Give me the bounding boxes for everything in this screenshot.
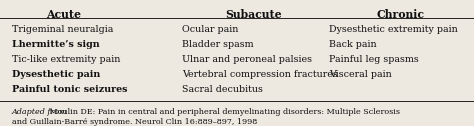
Text: Chronic: Chronic <box>376 9 425 20</box>
Text: Ulnar and peroneal palsies: Ulnar and peroneal palsies <box>182 55 312 64</box>
Text: Back pain: Back pain <box>329 40 377 49</box>
Text: Moulin DE: Pain in central and peripheral demyelinating disorders: Multiple Scle: Moulin DE: Pain in central and periphera… <box>47 108 401 116</box>
Text: Subacute: Subacute <box>225 9 282 20</box>
Text: Painful leg spasms: Painful leg spasms <box>329 55 419 64</box>
Text: Acute: Acute <box>46 9 82 20</box>
Text: Painful tonic seizures: Painful tonic seizures <box>12 85 128 94</box>
Text: Bladder spasm: Bladder spasm <box>182 40 254 49</box>
Text: Vertebral compression fractures: Vertebral compression fractures <box>182 70 338 79</box>
Text: Dysesthetic extremity pain: Dysesthetic extremity pain <box>329 25 458 34</box>
Text: and Guillain-Barré syndrome. Neurol Clin 16:889–897, 1998: and Guillain-Barré syndrome. Neurol Clin… <box>12 118 257 126</box>
Text: Tic-like extremity pain: Tic-like extremity pain <box>12 55 120 64</box>
Text: Sacral decubitus: Sacral decubitus <box>182 85 264 94</box>
Text: Ocular pain: Ocular pain <box>182 25 239 34</box>
Text: Adapted from: Adapted from <box>12 108 68 116</box>
Text: Trigeminal neuralgia: Trigeminal neuralgia <box>12 25 113 34</box>
Text: Dysesthetic pain: Dysesthetic pain <box>12 70 100 79</box>
Text: Lhermitte’s sign: Lhermitte’s sign <box>12 40 100 49</box>
Text: Visceral pain: Visceral pain <box>329 70 392 79</box>
